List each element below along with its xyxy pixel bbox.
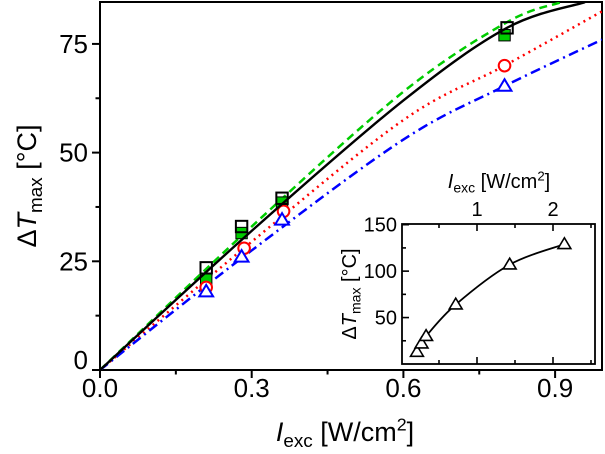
marker-square-open — [234, 219, 249, 234]
marker-triangle-open — [232, 248, 251, 263]
marker-circle-open — [497, 58, 512, 73]
inset-x-tick-label: 1 — [471, 199, 482, 221]
marker-triangle-open — [418, 328, 434, 342]
main-plot: 0.0 0.3 0.6 0.9 0 25 50 75 Iexc [W/cm2] ΔTmax [°C… — [12, 1, 603, 452]
main-plot-frame — [99, 1, 603, 371]
inset-x-tick-label: 2 — [547, 199, 558, 221]
marker-triangle-open — [447, 296, 464, 310]
main-x-tick-label: 0.3 — [234, 373, 270, 403]
main-x-tick-label: 0.6 — [385, 373, 421, 403]
marker-triangle-open — [413, 335, 430, 349]
main-x-tick-label: 0.0 — [82, 373, 118, 403]
main-y-tick-label: 75 — [59, 29, 88, 59]
marker-triangle-open — [409, 343, 425, 358]
inset-plot: 1 2 50 100 150 Iexc [W/cm2] ΔTmax [°C] — [339, 168, 596, 365]
main-x-axis-title: Iexc [W/cm2] — [276, 415, 414, 452]
marker-triangle-open — [273, 211, 291, 226]
fit-line-blue — [100, 38, 602, 370]
fit-line-red — [100, 10, 602, 370]
inset-y-tick-label: 100 — [364, 261, 397, 283]
marker-square-open — [500, 21, 514, 35]
inset-x-axis-title: Iexc [W/cm2] — [448, 168, 550, 195]
marker-triangle-open — [197, 282, 215, 298]
main-y-tick-label: 0 — [74, 345, 88, 375]
main-y-tick-label: 50 — [59, 138, 88, 168]
inset-y-axis-title: ΔTmax [°C] — [339, 248, 363, 339]
series-blue-open-triangles — [197, 77, 514, 298]
inset-y-tick-label: 150 — [364, 215, 397, 237]
series-open-triangles — [409, 236, 573, 358]
marker-triangle-open — [501, 256, 518, 270]
main-x-tick-label: 0.9 — [537, 373, 573, 403]
inset-y-tick-label: 50 — [375, 308, 397, 330]
main-axis-ticks — [92, 42, 557, 378]
main-y-tick-label: 25 — [59, 246, 88, 276]
inset-axis-ticks — [402, 223, 592, 364]
fit-line-black — [100, 2, 586, 370]
main-y-axis-title: ΔTmax [°C] — [12, 124, 47, 247]
marker-triangle-open — [556, 236, 573, 250]
marker-triangle-open — [495, 77, 514, 92]
